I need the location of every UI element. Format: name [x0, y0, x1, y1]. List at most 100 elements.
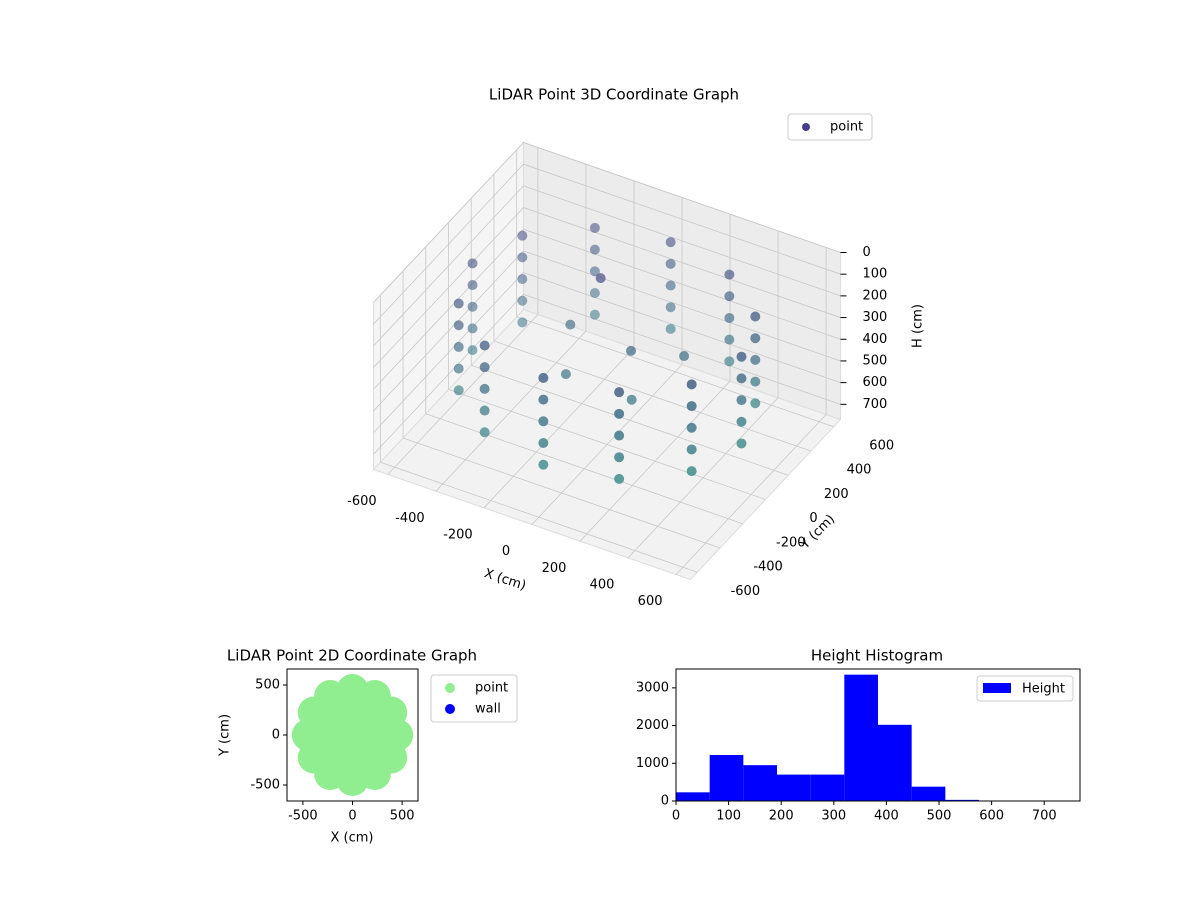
legend-label: Height — [1022, 682, 1065, 697]
x-tick-label: 500 — [927, 809, 952, 824]
point — [517, 274, 528, 285]
point — [665, 323, 676, 334]
x-tick-label: 600 — [638, 594, 663, 609]
legend-marker — [445, 704, 455, 714]
y-tick-label: 600 — [869, 438, 894, 453]
point — [453, 298, 464, 309]
z-tick-label: 100 — [863, 267, 888, 282]
y-tick-label: 200 — [824, 487, 849, 502]
point — [453, 341, 464, 352]
bar — [878, 724, 912, 801]
point — [736, 395, 747, 406]
point — [479, 362, 490, 373]
bar — [844, 674, 878, 801]
x-tick-label: 0 — [502, 544, 510, 559]
point — [538, 416, 549, 427]
legend-label: point — [475, 681, 508, 696]
point — [538, 437, 549, 448]
point — [479, 383, 490, 394]
grid-line — [373, 272, 524, 433]
point — [750, 398, 761, 409]
point — [614, 473, 625, 484]
point — [614, 430, 625, 441]
point — [614, 408, 625, 419]
axes-3d — [372, 141, 847, 581]
point — [736, 416, 747, 427]
grid-line — [523, 163, 841, 275]
y-tick-label: 0 — [809, 511, 817, 526]
y-tick-label: 400 — [847, 463, 872, 478]
x-tick-label: 400 — [874, 809, 899, 824]
x-tick-label: 700 — [1032, 809, 1057, 824]
point — [736, 373, 747, 384]
grid-line — [373, 250, 524, 412]
grid-line — [523, 185, 841, 297]
point — [686, 401, 697, 412]
point — [724, 356, 735, 367]
z-tick-label: 400 — [863, 332, 888, 347]
point — [453, 363, 464, 374]
point — [665, 237, 676, 248]
point — [467, 323, 478, 334]
grid-line — [373, 207, 524, 368]
point — [517, 317, 528, 328]
z-tick-label: 500 — [863, 353, 888, 368]
point — [724, 291, 735, 302]
x-tick-label: -600 — [347, 494, 377, 509]
point — [595, 273, 606, 284]
x-tick-label: 0 — [672, 809, 680, 824]
chart-title: Height Histogram — [811, 647, 943, 665]
chart-title: LiDAR Point 2D Coordinate Graph — [227, 647, 477, 665]
grid-line — [523, 228, 841, 340]
x-tick-label: -400 — [395, 511, 425, 526]
point — [750, 333, 761, 344]
y-tick-label: -600 — [731, 584, 761, 599]
legend-box — [787, 113, 873, 141]
grid-line — [471, 364, 789, 476]
point — [479, 340, 490, 351]
grid-line — [373, 163, 524, 325]
point — [614, 387, 625, 398]
point — [589, 266, 600, 277]
x-tick-label: -200 — [443, 528, 473, 543]
point — [665, 302, 676, 313]
point — [589, 287, 600, 298]
z-tick-label: 700 — [863, 397, 888, 412]
point — [724, 334, 735, 345]
legend-box — [976, 675, 1074, 702]
point — [538, 394, 549, 405]
grid-line — [425, 413, 743, 525]
point — [467, 345, 478, 356]
point — [453, 385, 464, 396]
bar — [911, 786, 946, 801]
point — [665, 258, 676, 269]
bar — [777, 774, 811, 801]
legend-label: wall — [475, 702, 501, 717]
y-tick-label: -500 — [250, 778, 280, 793]
grid-line — [523, 250, 841, 362]
legend-label: point — [830, 120, 863, 135]
point — [686, 444, 697, 455]
grid-line — [373, 294, 524, 455]
grid-line — [373, 142, 524, 303]
y-tick-label: 0 — [272, 728, 280, 743]
point — [336, 719, 369, 751]
grid-line — [523, 293, 841, 405]
point — [538, 459, 549, 470]
grid-line — [523, 142, 841, 253]
grid-line — [373, 185, 524, 347]
plot-area — [291, 674, 414, 796]
bar — [743, 765, 777, 801]
bar — [709, 754, 744, 801]
point — [679, 351, 690, 362]
x-axis-label: X (cm) — [482, 566, 528, 594]
point — [517, 295, 528, 306]
x-axis-label: X (cm) — [331, 831, 374, 846]
y-tick-label: -200 — [776, 535, 806, 550]
x-tick-label: 0 — [348, 809, 356, 824]
point — [724, 269, 735, 280]
grid-line — [516, 316, 834, 428]
z-tick-label: 200 — [863, 288, 888, 303]
point — [453, 320, 464, 331]
